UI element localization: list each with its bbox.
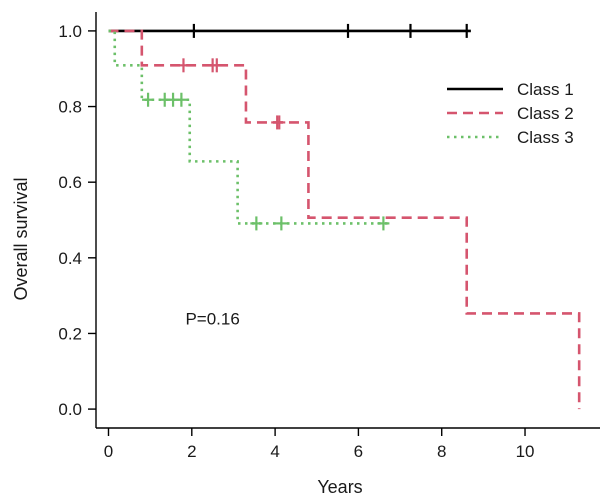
series-2	[108, 29, 581, 410]
plot-frame	[95, 12, 600, 429]
x-axis-title: Years	[317, 477, 362, 497]
series-1	[108, 23, 471, 38]
survival-curve	[108, 29, 388, 225]
x-tick-label: 8	[437, 442, 446, 461]
x-tick-label: 0	[104, 442, 113, 461]
legend-label: Class 2	[517, 104, 574, 123]
y-tick-label: 0.8	[58, 98, 82, 117]
y-tick-label: 0.0	[58, 400, 82, 419]
y-tick-label: 0.6	[58, 173, 82, 192]
p-value-annotation: P=0.16	[185, 309, 239, 328]
x-tick-label: 6	[354, 442, 363, 461]
legend: Class 1 Class 2 Class 3	[447, 80, 574, 147]
legend-label: Class 1	[517, 80, 574, 99]
survival-curve	[108, 29, 581, 410]
x-axis: 0 2 4 6 8 10	[104, 428, 535, 461]
series-3	[108, 29, 390, 231]
legend-label: Class 3	[517, 128, 574, 147]
y-axis-title: Overall survival	[11, 177, 31, 300]
y-axis: 0.0 0.2 0.4 0.6 0.8 1.0	[58, 22, 96, 419]
y-tick-label: 0.2	[58, 324, 82, 343]
x-tick-label: 4	[270, 442, 279, 461]
series-layer	[108, 23, 581, 410]
x-tick-label: 10	[516, 442, 535, 461]
x-tick-label: 2	[187, 442, 196, 461]
y-tick-label: 1.0	[58, 22, 82, 41]
y-tick-label: 0.4	[58, 249, 82, 268]
